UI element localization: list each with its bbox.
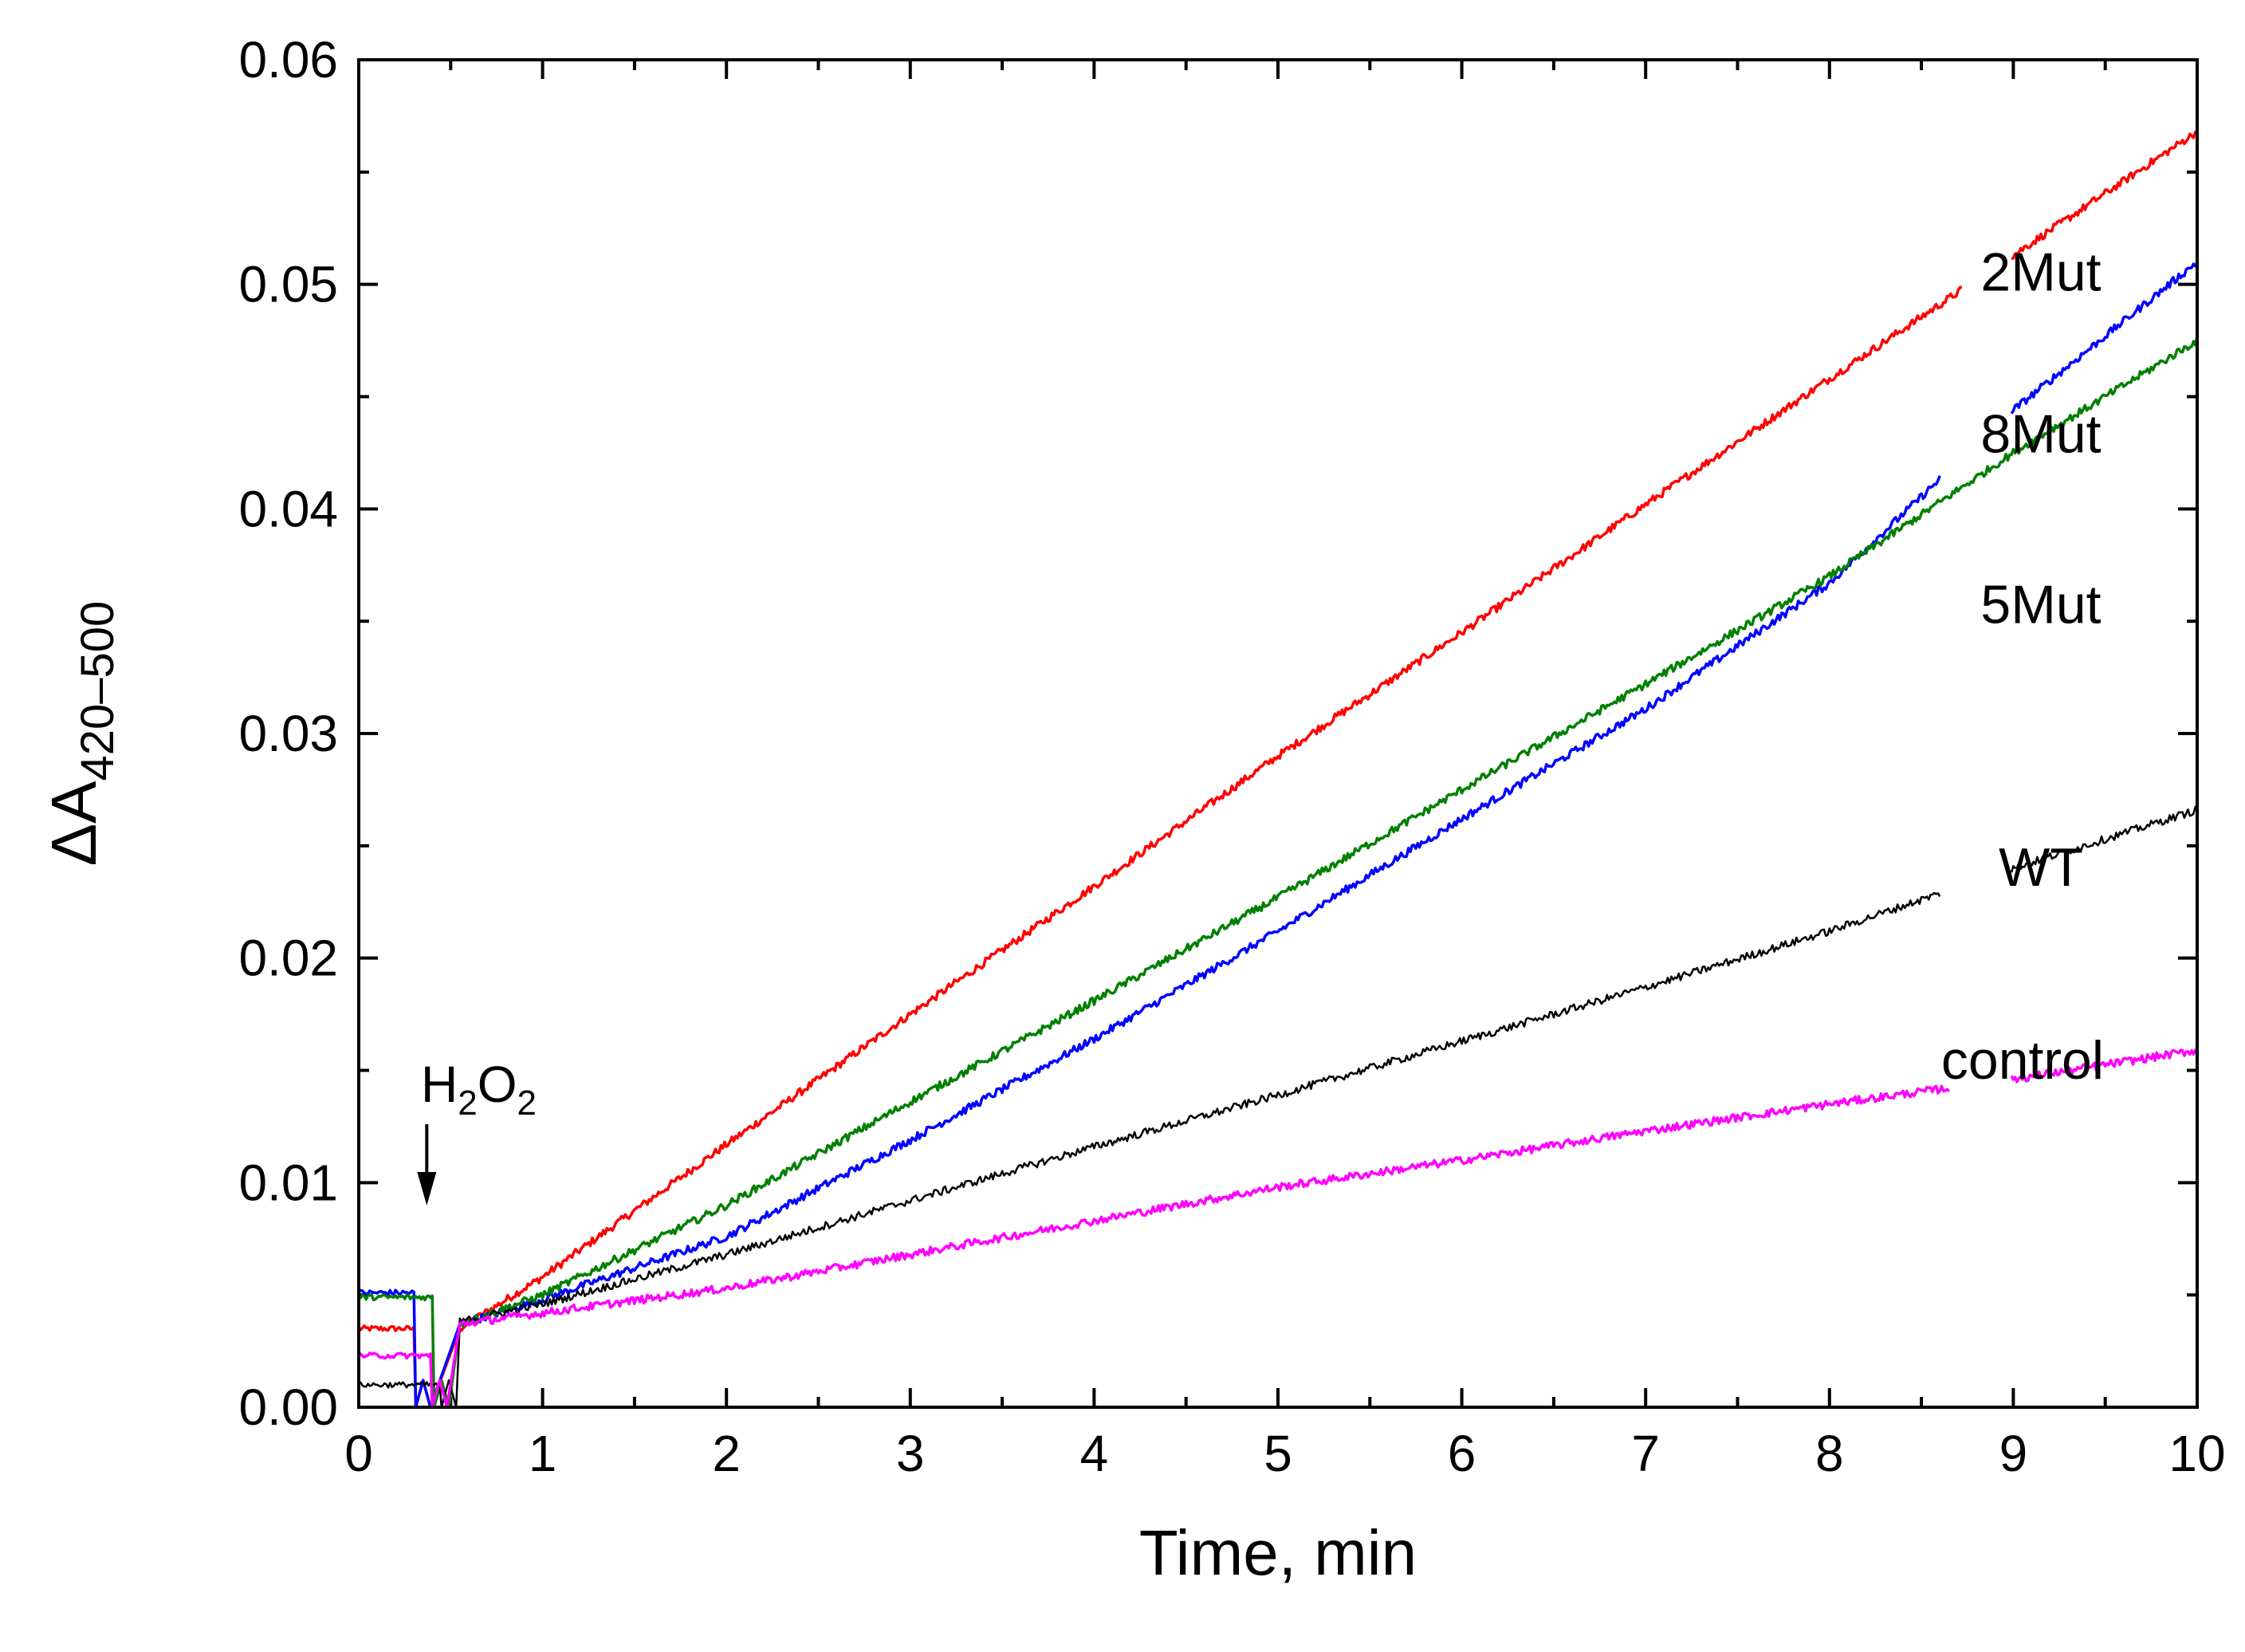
h2o2-o: O xyxy=(478,1056,517,1113)
series-line-5mut xyxy=(357,336,2199,1409)
h2o2-sub2: 2 xyxy=(517,1084,536,1123)
tick-labels: 0 1 2 3 4 5 6 7 8 9 10 0.00 0.01 0.02 0.03 0.04 0.05 0.06 xyxy=(238,31,2225,1482)
x-tick-label: 5 xyxy=(1264,1425,1292,1482)
axis-ticks xyxy=(357,58,2199,1409)
x-tick-label: 3 xyxy=(896,1425,925,1482)
h2o2-label: H2O2 xyxy=(421,1056,537,1123)
y-tick-label: 0.02 xyxy=(238,930,338,987)
y-tick-label: 0.05 xyxy=(238,256,338,313)
h2o2-annotation: H2O2 xyxy=(417,1056,537,1206)
series-label-control: control xyxy=(1941,1030,2104,1091)
h2o2-sub1: 2 xyxy=(458,1084,477,1123)
series-line-control xyxy=(358,1047,2199,1409)
h2o2-h: H xyxy=(421,1056,458,1113)
x-tick-label: 4 xyxy=(1080,1425,1109,1482)
x-tick-label: 7 xyxy=(1631,1425,1660,1482)
x-tick-label: 8 xyxy=(1815,1425,1844,1482)
series-line-2mut xyxy=(357,130,2199,1409)
y-tick-label: 0.06 xyxy=(238,31,338,88)
x-tick-label: 10 xyxy=(2168,1425,2225,1482)
x-tick-label: 9 xyxy=(1999,1425,2028,1482)
x-tick-label: 0 xyxy=(344,1425,373,1482)
series-label-8mut: 8Mut xyxy=(1980,403,2101,464)
series-line-8mut xyxy=(357,261,2199,1409)
x-tick-label: 1 xyxy=(529,1425,557,1482)
plot-frame xyxy=(357,58,2199,1409)
series-label-5mut: 5Mut xyxy=(1980,574,2101,635)
y-tick-label: 0.00 xyxy=(238,1379,338,1436)
series-labels: 2Mut 8Mut 5Mut WT control xyxy=(1941,242,2104,1092)
x-axis-title: Time, min xyxy=(1139,1517,1417,1588)
x-tick-label: 6 xyxy=(1448,1425,1476,1482)
y-axis-title-main: ΔA xyxy=(38,781,109,866)
series-layer xyxy=(357,130,2199,1409)
y-axis-title: ΔA420–500 xyxy=(38,601,124,867)
series-label-2mut: 2Mut xyxy=(1980,242,2101,303)
x-tick-label: 2 xyxy=(712,1425,741,1482)
h2o2-arrow-head xyxy=(417,1172,437,1206)
y-tick-label: 0.03 xyxy=(238,705,338,762)
y-tick-label: 0.04 xyxy=(238,480,338,537)
series-label-wt: WT xyxy=(1999,837,2083,898)
series-line-wt xyxy=(357,805,2199,1409)
y-tick-label: 0.01 xyxy=(238,1154,338,1211)
y-axis-title-subscript: 420–500 xyxy=(72,601,124,781)
